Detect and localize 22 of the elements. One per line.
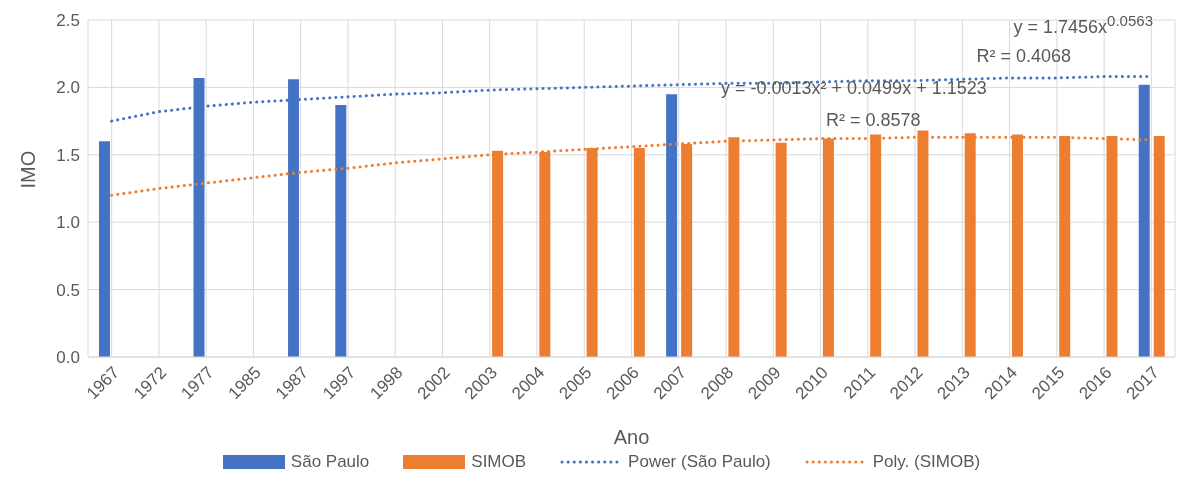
y-tick-label: 2.5 — [56, 11, 80, 31]
annotation: y = -0.0013x² + 0.0499x + 1.1523 — [721, 78, 987, 99]
legend-label: SIMOB — [471, 452, 527, 472]
annotation: R² = 0.4068 — [976, 46, 1071, 67]
legend-label: Poly. (SIMOB) — [872, 452, 981, 472]
bar — [1138, 84, 1150, 357]
bar — [99, 141, 110, 357]
bar — [666, 94, 678, 357]
bar — [1153, 135, 1165, 357]
annotation: y = 1.7456x$^{0.0563}$ — [1013, 12, 1153, 38]
y-tick-label: 1.0 — [56, 213, 80, 233]
y-tick-label: 0.0 — [56, 348, 80, 368]
annotation: R² = 0.8578 — [826, 110, 921, 131]
legend-label: São Paulo — [290, 452, 370, 472]
y-tick-label: 0.5 — [56, 280, 80, 300]
bar — [335, 104, 347, 357]
legend-label: Power (São Paulo) — [628, 452, 771, 472]
y-tick-label: 1.5 — [56, 145, 80, 165]
x-axis-title: Ano — [613, 426, 650, 448]
bar — [775, 142, 787, 357]
y-axis-title: IMO — [17, 150, 40, 189]
y-tick-label: 2.0 — [56, 78, 80, 98]
